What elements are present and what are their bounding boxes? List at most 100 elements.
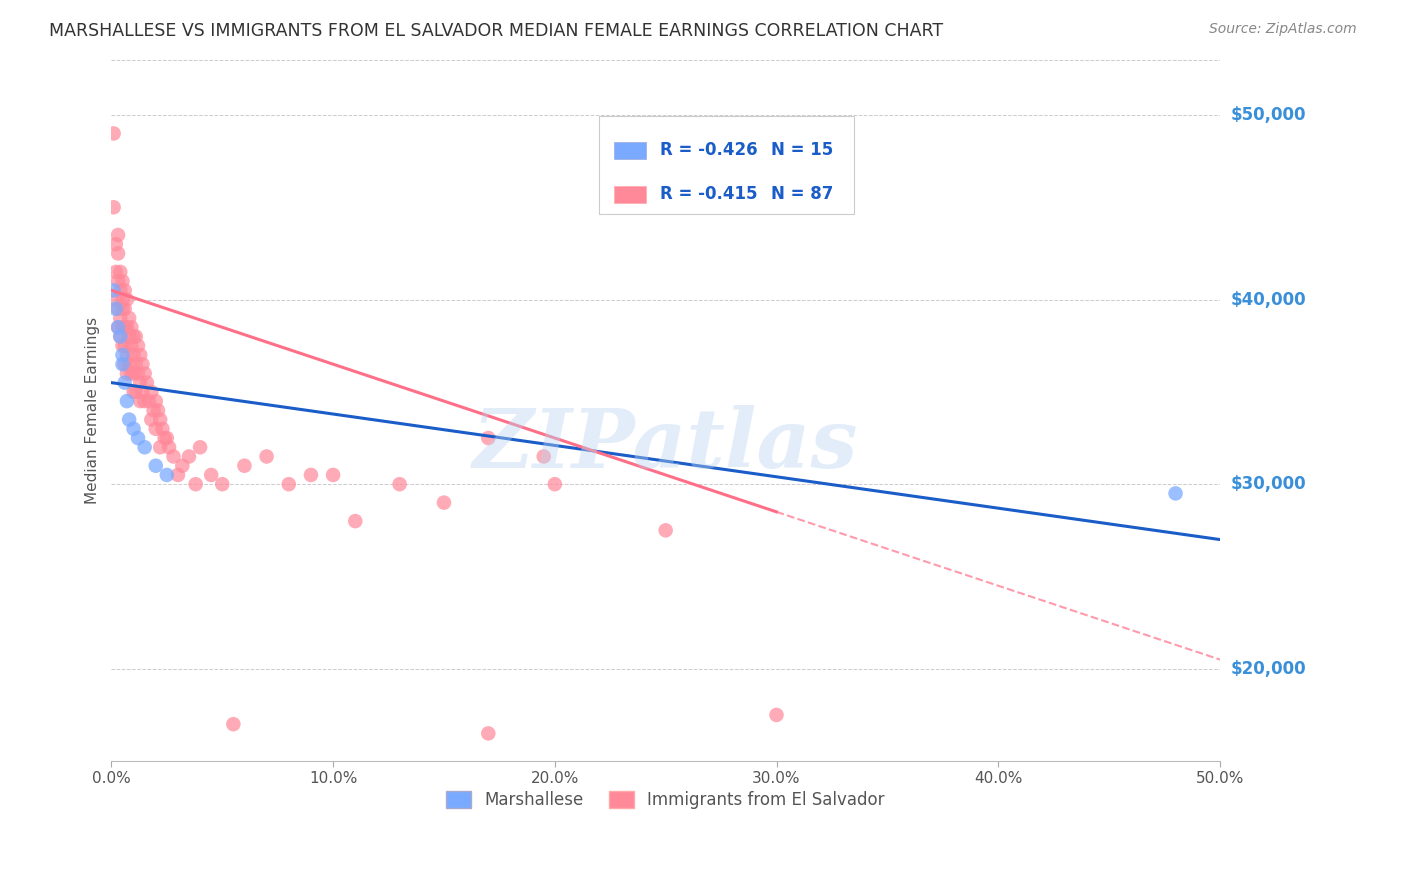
FancyBboxPatch shape	[599, 116, 853, 214]
Point	[111, 301, 134, 316]
Point	[111, 274, 134, 288]
Text: $20,000: $20,000	[1232, 660, 1306, 678]
Point	[152, 422, 174, 436]
Point	[104, 293, 127, 307]
Point	[544, 477, 567, 491]
Point	[127, 339, 149, 353]
Point	[162, 450, 184, 464]
FancyBboxPatch shape	[613, 186, 645, 202]
Legend: Marshallese, Immigrants from El Salvador: Marshallese, Immigrants from El Salvador	[440, 784, 891, 816]
Point	[477, 726, 499, 740]
Point	[433, 495, 456, 509]
Point	[103, 284, 125, 298]
Point	[277, 477, 299, 491]
Point	[122, 367, 145, 381]
Point	[111, 293, 134, 307]
Point	[146, 403, 169, 417]
Point	[167, 467, 190, 482]
Text: N = 87: N = 87	[770, 186, 834, 203]
Point	[111, 339, 134, 353]
Point	[111, 320, 134, 334]
Point	[111, 348, 134, 362]
Text: MARSHALLESE VS IMMIGRANTS FROM EL SALVADOR MEDIAN FEMALE EARNINGS CORRELATION CH: MARSHALLESE VS IMMIGRANTS FROM EL SALVAD…	[49, 22, 943, 40]
Point	[120, 339, 142, 353]
Point	[107, 274, 129, 288]
Point	[156, 431, 179, 445]
Point	[104, 265, 127, 279]
Point	[118, 311, 141, 326]
Point	[115, 320, 138, 334]
Point	[141, 412, 163, 426]
Text: R = -0.415: R = -0.415	[659, 186, 758, 203]
Point	[115, 348, 138, 362]
Point	[111, 357, 134, 371]
Point	[153, 431, 176, 445]
Point	[125, 357, 148, 371]
Point	[114, 339, 136, 353]
Point	[103, 200, 125, 214]
Point	[103, 127, 125, 141]
Point	[200, 467, 222, 482]
Point	[188, 440, 211, 454]
Point	[654, 524, 676, 538]
Point	[122, 329, 145, 343]
Point	[1164, 486, 1187, 500]
Point	[115, 293, 138, 307]
Point	[115, 367, 138, 381]
Y-axis label: Median Female Earnings: Median Female Earnings	[86, 317, 100, 504]
Point	[131, 357, 153, 371]
Point	[125, 384, 148, 399]
Point	[256, 450, 278, 464]
Point	[322, 467, 344, 482]
Point	[299, 467, 322, 482]
Point	[110, 329, 132, 343]
Text: $50,000: $50,000	[1232, 106, 1306, 124]
Text: $40,000: $40,000	[1232, 291, 1306, 309]
Point	[177, 450, 200, 464]
Point	[114, 376, 136, 390]
Point	[114, 357, 136, 371]
Point	[127, 431, 149, 445]
Point	[120, 367, 142, 381]
Point	[107, 227, 129, 242]
Text: ZIPatlas: ZIPatlas	[472, 405, 859, 485]
Point	[104, 237, 127, 252]
Point	[118, 329, 141, 343]
Point	[142, 403, 165, 417]
Point	[765, 707, 787, 722]
Point	[110, 265, 132, 279]
Point	[134, 367, 156, 381]
Point	[172, 458, 194, 473]
Point	[477, 431, 499, 445]
Point	[134, 394, 156, 409]
Text: R = -0.426: R = -0.426	[659, 141, 758, 159]
Point	[388, 477, 411, 491]
Point	[135, 376, 157, 390]
Point	[157, 440, 180, 454]
Point	[125, 329, 148, 343]
Point	[104, 301, 127, 316]
Point	[122, 422, 145, 436]
Point	[149, 412, 172, 426]
Point	[122, 348, 145, 362]
Point	[233, 458, 256, 473]
Point	[114, 284, 136, 298]
Point	[110, 284, 132, 298]
Point	[129, 348, 152, 362]
Point	[149, 440, 172, 454]
Point	[145, 394, 167, 409]
Point	[129, 376, 152, 390]
Point	[211, 477, 233, 491]
FancyBboxPatch shape	[613, 142, 645, 159]
Point	[122, 384, 145, 399]
Point	[115, 394, 138, 409]
Point	[145, 458, 167, 473]
Point	[110, 311, 132, 326]
Point	[138, 394, 160, 409]
Text: N = 15: N = 15	[770, 141, 834, 159]
Point	[145, 422, 167, 436]
Text: Source: ZipAtlas.com: Source: ZipAtlas.com	[1209, 22, 1357, 37]
Point	[184, 477, 207, 491]
Point	[114, 301, 136, 316]
Point	[156, 467, 179, 482]
